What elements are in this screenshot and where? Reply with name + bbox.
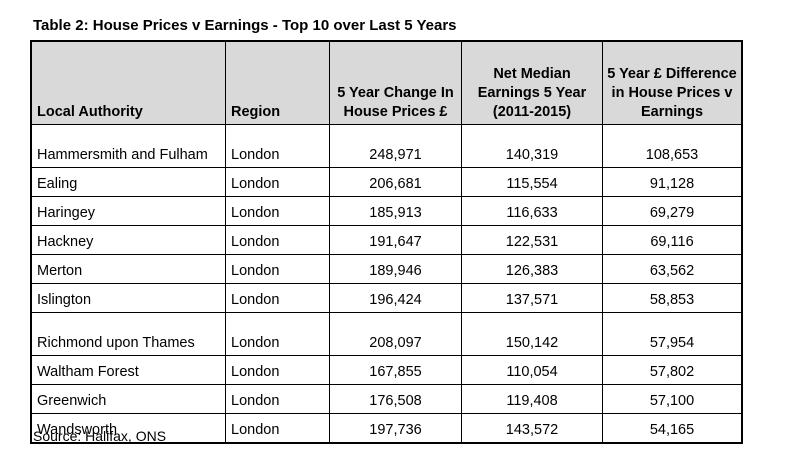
- table-row: Ealing London 206,681 115,554 91,128: [30, 167, 743, 197]
- cell-change: 208,097: [329, 312, 462, 356]
- cell-region: London: [225, 312, 330, 356]
- cell-change: 248,971: [329, 124, 462, 168]
- cell-region: London: [225, 413, 330, 444]
- cell-region: London: [225, 355, 330, 385]
- cell-region: London: [225, 254, 330, 284]
- cell-difference: 57,802: [602, 355, 743, 385]
- table-row: Wandsworth London 197,736 143,572 54,165: [30, 413, 743, 444]
- cell-earnings: 116,633: [461, 196, 603, 226]
- header-region: Region: [225, 40, 330, 125]
- cell-change: 206,681: [329, 167, 462, 197]
- cell-difference: 57,100: [602, 384, 743, 414]
- cell-change: 185,913: [329, 196, 462, 226]
- cell-earnings: 126,383: [461, 254, 603, 284]
- cell-authority: Islington: [30, 283, 226, 313]
- cell-region: London: [225, 384, 330, 414]
- cell-authority: Waltham Forest: [30, 355, 226, 385]
- cell-difference: 108,653: [602, 124, 743, 168]
- cell-change: 196,424: [329, 283, 462, 313]
- cell-authority: Haringey: [30, 196, 226, 226]
- cell-earnings: 110,054: [461, 355, 603, 385]
- table-row: Richmond upon Thames London 208,097 150,…: [30, 312, 743, 356]
- cell-earnings: 119,408: [461, 384, 603, 414]
- table-row: Waltham Forest London 167,855 110,054 57…: [30, 355, 743, 385]
- header-earnings: Net Median Earnings 5 Year (2011-2015): [461, 40, 603, 125]
- cell-authority: Richmond upon Thames: [30, 312, 226, 356]
- cell-authority: Hackney: [30, 225, 226, 255]
- cell-authority: Ealing: [30, 167, 226, 197]
- cell-earnings: 115,554: [461, 167, 603, 197]
- table-row: Islington London 196,424 137,571 58,853: [30, 283, 743, 313]
- header-row: Local Authority Region 5 Year Change In …: [30, 40, 743, 125]
- cell-region: London: [225, 167, 330, 197]
- cell-authority: Greenwich: [30, 384, 226, 414]
- header-difference: 5 Year £ Difference in House Prices v Ea…: [602, 40, 743, 125]
- cell-region: London: [225, 283, 330, 313]
- cell-region: London: [225, 196, 330, 226]
- cell-authority: Hammersmith and Fulham: [30, 124, 226, 168]
- cell-change: 167,855: [329, 355, 462, 385]
- source-note: Source: Halifax, ONS: [33, 428, 167, 444]
- cell-difference: 91,128: [602, 167, 743, 197]
- cell-change: 176,508: [329, 384, 462, 414]
- cell-authority: Wandsworth: [30, 413, 226, 444]
- cell-change: 191,647: [329, 225, 462, 255]
- cell-change: 189,946: [329, 254, 462, 284]
- cell-region: London: [225, 225, 330, 255]
- cell-earnings: 143,572: [461, 413, 603, 444]
- table-row: Hammersmith and Fulham London 248,971 14…: [30, 124, 743, 168]
- table-title: Table 2: House Prices v Earnings - Top 1…: [33, 17, 457, 34]
- cell-difference: 69,116: [602, 225, 743, 255]
- cell-difference: 58,853: [602, 283, 743, 313]
- header-change: 5 Year Change In House Prices £: [329, 40, 462, 125]
- cell-change: 197,736: [329, 413, 462, 444]
- table-row: Merton London 189,946 126,383 63,562: [30, 254, 743, 284]
- cell-authority: Merton: [30, 254, 226, 284]
- cell-earnings: 150,142: [461, 312, 603, 356]
- cell-earnings: 140,319: [461, 124, 603, 168]
- house-prices-table: Local Authority Region 5 Year Change In …: [30, 40, 743, 444]
- cell-region: London: [225, 124, 330, 168]
- table-row: Greenwich London 176,508 119,408 57,100: [30, 384, 743, 414]
- cell-difference: 54,165: [602, 413, 743, 444]
- cell-difference: 69,279: [602, 196, 743, 226]
- table-row: Hackney London 191,647 122,531 69,116: [30, 225, 743, 255]
- cell-difference: 57,954: [602, 312, 743, 356]
- header-local-authority: Local Authority: [30, 40, 226, 125]
- cell-difference: 63,562: [602, 254, 743, 284]
- table-row: Haringey London 185,913 116,633 69,279: [30, 196, 743, 226]
- cell-earnings: 122,531: [461, 225, 603, 255]
- cell-earnings: 137,571: [461, 283, 603, 313]
